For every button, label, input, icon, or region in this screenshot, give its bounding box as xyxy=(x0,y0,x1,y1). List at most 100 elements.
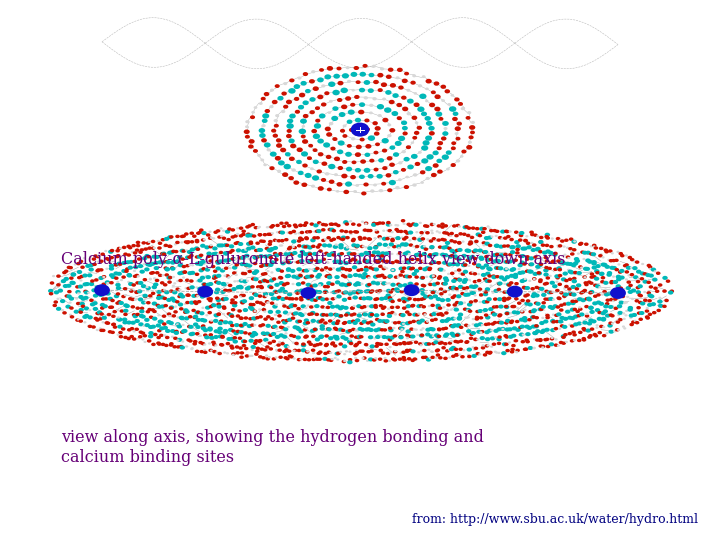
Circle shape xyxy=(285,152,291,157)
Circle shape xyxy=(624,327,626,329)
Circle shape xyxy=(413,298,418,301)
Circle shape xyxy=(523,348,527,351)
Circle shape xyxy=(145,286,151,290)
Circle shape xyxy=(341,282,346,287)
Circle shape xyxy=(454,302,456,305)
Circle shape xyxy=(277,348,282,352)
Circle shape xyxy=(364,183,369,186)
Circle shape xyxy=(217,235,222,239)
Circle shape xyxy=(446,303,451,307)
Circle shape xyxy=(304,312,307,315)
Circle shape xyxy=(298,171,304,175)
Circle shape xyxy=(433,163,438,168)
Circle shape xyxy=(523,309,526,311)
Circle shape xyxy=(295,320,300,323)
Circle shape xyxy=(482,300,487,304)
Circle shape xyxy=(248,233,253,238)
Circle shape xyxy=(577,297,582,301)
Circle shape xyxy=(467,233,470,236)
Circle shape xyxy=(419,304,423,308)
Circle shape xyxy=(385,335,391,340)
Circle shape xyxy=(289,78,294,83)
Circle shape xyxy=(168,305,174,309)
Circle shape xyxy=(78,295,84,299)
Circle shape xyxy=(436,313,441,316)
Circle shape xyxy=(84,321,86,323)
Circle shape xyxy=(513,339,518,342)
Circle shape xyxy=(210,319,213,322)
Circle shape xyxy=(77,276,81,279)
Circle shape xyxy=(509,281,513,285)
Circle shape xyxy=(226,289,231,292)
Circle shape xyxy=(157,305,162,309)
Circle shape xyxy=(241,249,246,253)
Circle shape xyxy=(349,220,352,222)
Circle shape xyxy=(145,323,150,327)
Circle shape xyxy=(429,103,435,107)
Circle shape xyxy=(184,316,189,320)
Circle shape xyxy=(401,120,408,125)
Circle shape xyxy=(297,77,302,79)
Circle shape xyxy=(382,98,386,100)
Circle shape xyxy=(482,344,485,347)
Circle shape xyxy=(262,119,268,123)
Circle shape xyxy=(269,247,275,251)
Circle shape xyxy=(436,303,441,308)
Circle shape xyxy=(190,348,194,350)
Circle shape xyxy=(443,334,449,338)
Circle shape xyxy=(390,145,395,150)
Circle shape xyxy=(545,338,549,341)
Circle shape xyxy=(378,158,384,163)
Circle shape xyxy=(413,222,418,227)
Circle shape xyxy=(50,281,54,285)
Circle shape xyxy=(598,331,602,334)
Circle shape xyxy=(454,353,459,356)
Circle shape xyxy=(488,307,493,311)
Circle shape xyxy=(432,253,437,256)
Circle shape xyxy=(469,291,475,295)
Circle shape xyxy=(590,272,594,276)
Circle shape xyxy=(111,314,116,318)
Circle shape xyxy=(627,308,633,312)
Circle shape xyxy=(343,124,346,127)
Circle shape xyxy=(487,322,491,326)
Circle shape xyxy=(487,352,492,355)
Circle shape xyxy=(163,296,167,300)
Circle shape xyxy=(514,240,520,244)
Circle shape xyxy=(107,296,113,301)
Circle shape xyxy=(485,241,490,246)
Circle shape xyxy=(258,233,262,237)
Circle shape xyxy=(345,152,352,157)
Circle shape xyxy=(375,335,379,338)
Circle shape xyxy=(174,243,177,246)
Circle shape xyxy=(284,319,289,322)
Circle shape xyxy=(230,346,235,350)
Circle shape xyxy=(405,305,410,308)
Circle shape xyxy=(183,271,187,274)
Circle shape xyxy=(446,263,451,267)
Circle shape xyxy=(359,296,363,300)
Circle shape xyxy=(476,263,482,267)
Circle shape xyxy=(543,320,549,323)
Circle shape xyxy=(430,223,434,226)
Circle shape xyxy=(127,328,132,332)
Circle shape xyxy=(171,299,177,303)
Circle shape xyxy=(347,283,351,286)
Circle shape xyxy=(413,136,417,140)
Circle shape xyxy=(468,141,472,144)
Circle shape xyxy=(462,254,467,258)
Circle shape xyxy=(193,340,197,343)
Circle shape xyxy=(180,294,185,299)
Circle shape xyxy=(121,269,127,273)
Circle shape xyxy=(113,326,117,329)
Circle shape xyxy=(256,285,261,288)
Circle shape xyxy=(350,103,356,107)
Circle shape xyxy=(89,255,92,258)
Circle shape xyxy=(190,271,195,275)
Circle shape xyxy=(300,81,307,86)
Circle shape xyxy=(337,150,343,154)
Circle shape xyxy=(273,252,277,255)
Circle shape xyxy=(456,137,461,140)
Circle shape xyxy=(255,301,260,304)
Circle shape xyxy=(406,145,411,149)
